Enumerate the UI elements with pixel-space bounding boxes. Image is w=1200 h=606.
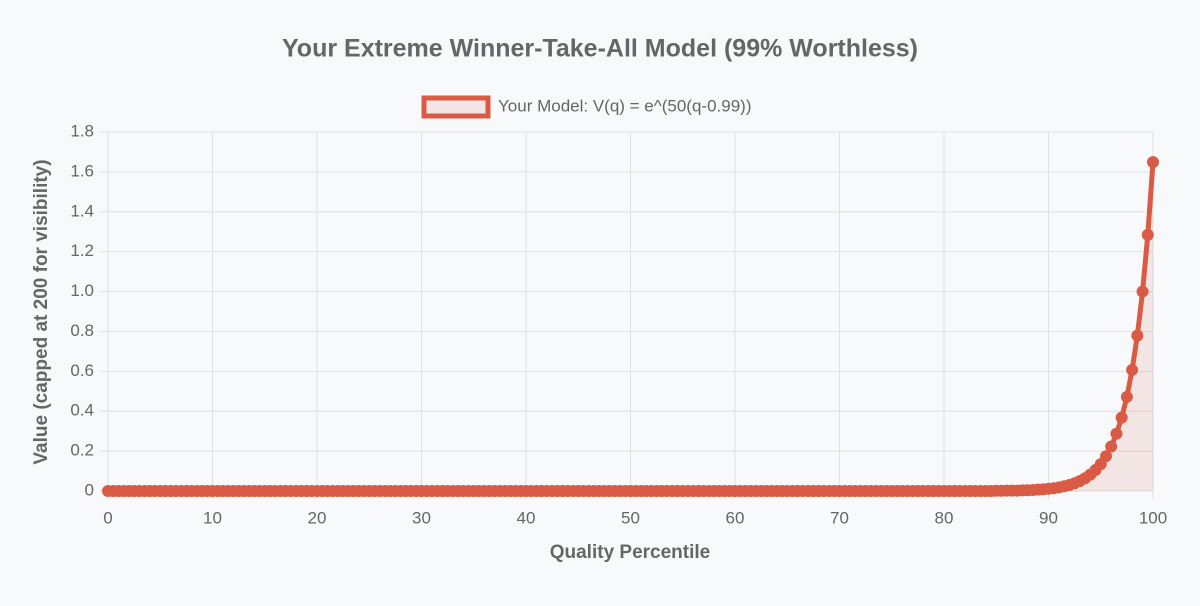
x-tick-label: 90 bbox=[1039, 508, 1058, 527]
point bbox=[1147, 156, 1159, 169]
x-tick-label: 30 bbox=[412, 508, 431, 527]
legend-label: Your Model: V(q) = e^(50(q-0.99)) bbox=[498, 96, 752, 115]
y-tick-label: 1.2 bbox=[70, 241, 94, 260]
y-axis-title: Value (capped at 200 for visibility) bbox=[31, 159, 52, 464]
y-tick-label: 1.6 bbox=[70, 161, 94, 180]
x-tick-label: 70 bbox=[830, 508, 849, 527]
point bbox=[1115, 411, 1128, 424]
y-tick-label: 1.4 bbox=[70, 201, 94, 220]
x-tick-label: 0 bbox=[103, 508, 112, 527]
y-tick-label: 0 bbox=[85, 480, 94, 499]
y-tick-label: 1.8 bbox=[70, 121, 94, 140]
y-tick-label: 0.2 bbox=[70, 441, 94, 460]
x-tick-label: 20 bbox=[308, 508, 327, 527]
point bbox=[1110, 427, 1123, 440]
x-tick-label: 60 bbox=[726, 508, 745, 527]
point bbox=[1126, 363, 1139, 376]
point bbox=[1099, 450, 1112, 463]
y-tick-label: 1.0 bbox=[70, 281, 94, 300]
y-tick-label: 0.4 bbox=[70, 401, 94, 420]
point bbox=[1105, 440, 1118, 453]
x-tick-label: 50 bbox=[621, 508, 640, 527]
x-tick-label: 40 bbox=[517, 508, 536, 527]
y-tick-label: 0.8 bbox=[70, 321, 94, 340]
y-tick-label: 0.6 bbox=[70, 361, 94, 380]
point bbox=[1141, 228, 1154, 241]
x-tick-label: 10 bbox=[203, 508, 222, 527]
x-axis-title: Quality Percentile bbox=[550, 542, 711, 563]
legend-swatch bbox=[421, 95, 491, 119]
chart-title: Your Extreme Winner-Take-All Model (99% … bbox=[282, 35, 918, 63]
point bbox=[1131, 329, 1144, 342]
x-tick-label: 80 bbox=[935, 508, 954, 527]
point bbox=[1120, 390, 1133, 403]
x-tick-label: 100 bbox=[1139, 508, 1167, 527]
point bbox=[1136, 285, 1149, 298]
